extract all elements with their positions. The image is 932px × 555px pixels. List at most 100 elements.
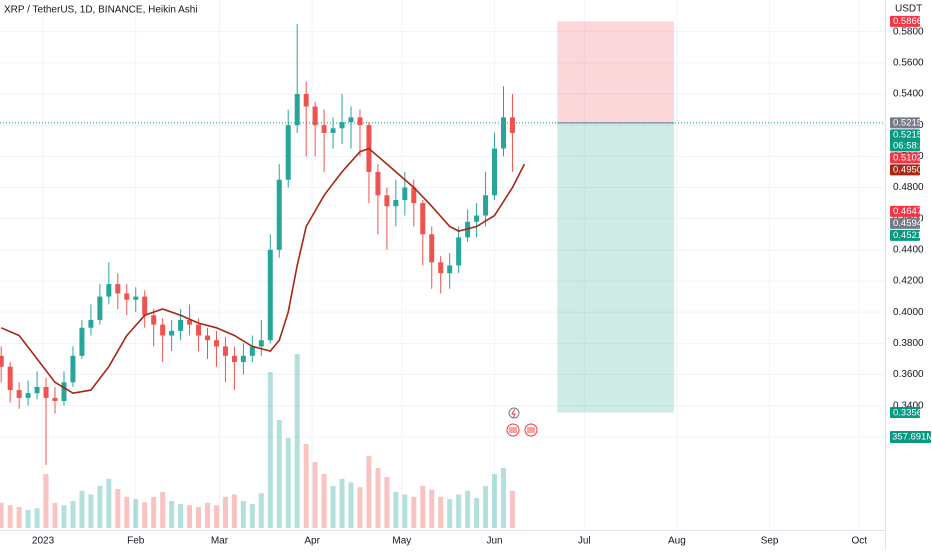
volume-bar	[492, 474, 498, 528]
candle-body	[393, 199, 399, 207]
x-tick-label: Jun	[486, 536, 502, 547]
volume-bar	[16, 507, 22, 528]
candle-body	[124, 293, 130, 300]
x-tick-label: Jul	[578, 536, 591, 547]
volume-bar	[321, 474, 327, 528]
price-badge-label: 0.4521	[893, 230, 922, 241]
volume-bar	[106, 478, 112, 528]
candle-body	[196, 324, 202, 336]
volume-bar	[456, 494, 462, 528]
volume-bar	[411, 496, 417, 528]
x-tick-label: Apr	[304, 536, 320, 547]
y-tick-label: 0.4200	[893, 276, 924, 287]
candle-body	[16, 390, 22, 398]
volume-bar	[357, 487, 363, 528]
dividend-icon-glyph	[509, 427, 517, 433]
volume-bar	[294, 354, 300, 528]
candle-body	[339, 122, 345, 129]
price-layer	[0, 23, 526, 465]
candle-body	[509, 117, 515, 133]
volume-bar	[169, 501, 175, 528]
candle-body	[25, 393, 31, 398]
target-zone	[557, 122, 674, 413]
volume-bar	[133, 499, 139, 528]
candle-body	[438, 262, 444, 274]
chart-title: XRP / TetherUS, 1D, BINANCE, Heikin Ashi	[4, 5, 198, 16]
volume-bar	[115, 489, 121, 528]
candle-body	[151, 315, 157, 325]
event-icons	[506, 407, 538, 437]
volume-bar	[124, 496, 130, 528]
candle-body	[429, 234, 435, 263]
y-tick-label: 0.3400	[893, 400, 924, 411]
x-tick-label: 2023	[32, 536, 55, 547]
price-badge	[890, 152, 920, 164]
candle-body	[285, 125, 291, 180]
candle-body	[492, 148, 498, 196]
candle-body	[348, 117, 354, 123]
volume-bar	[393, 492, 399, 528]
price-badge	[890, 229, 920, 241]
candle-body	[294, 94, 300, 126]
moving-average	[0, 147, 526, 395]
volume-bar	[402, 494, 408, 528]
price-badge-label: 0.3356	[893, 407, 922, 418]
candle-body	[187, 319, 193, 325]
event-icon[interactable]	[508, 407, 520, 419]
price-badge	[890, 205, 920, 217]
volume-bar	[375, 468, 381, 528]
volume-bar	[79, 490, 85, 528]
volume-bar	[420, 486, 426, 528]
y-tick-label: 0.3600	[893, 369, 924, 380]
volume-bar	[34, 508, 40, 528]
candle-body	[402, 187, 408, 200]
candle-body	[169, 330, 175, 336]
price-badge	[890, 15, 920, 27]
candle-body	[375, 171, 381, 196]
candle-body	[106, 284, 112, 297]
volume-bar	[240, 501, 246, 528]
volume-bar	[25, 510, 31, 528]
candle-body	[420, 203, 426, 235]
price-badge	[890, 164, 920, 176]
x-tick-label: Aug	[668, 536, 686, 547]
candle-body	[267, 249, 273, 341]
candle-body	[357, 117, 363, 126]
volume-bar	[204, 502, 210, 528]
y-tick-label: 0.4800	[893, 182, 924, 193]
volume-bar	[384, 477, 390, 528]
volume-bar	[474, 498, 480, 528]
price-badge-label: 0.4594	[893, 218, 922, 229]
candle-body	[52, 397, 58, 401]
candle-body	[213, 340, 219, 347]
price-badge	[890, 129, 920, 152]
volume-badge	[890, 431, 931, 443]
volume-bar	[52, 502, 58, 528]
volume-bar	[43, 474, 49, 528]
candle-body	[384, 195, 390, 207]
x-tick-label: Mar	[211, 536, 229, 547]
candle-body	[312, 106, 318, 126]
y-tick-label: 0.5600	[893, 57, 924, 68]
y-tick-label: 0.4400	[893, 244, 924, 255]
candle-body	[88, 319, 94, 328]
price-badge-label: 0.4950	[893, 165, 922, 176]
candle-body	[330, 128, 336, 133]
volume-bar	[7, 505, 13, 528]
candle-body	[70, 355, 76, 383]
volume-bar	[465, 490, 471, 528]
candle-body	[321, 125, 327, 133]
x-tick-label: May	[392, 536, 411, 547]
y-tick-label: 0.5400	[893, 89, 924, 100]
candle-body	[447, 265, 453, 274]
volume-bar	[285, 438, 291, 528]
volume-bar	[178, 504, 184, 528]
price-badge	[890, 117, 920, 129]
volume-bar	[339, 478, 345, 528]
candle-body	[500, 117, 506, 149]
x-tick-label: Oct	[852, 536, 868, 547]
volume-bar	[330, 486, 336, 528]
candle-body	[160, 324, 166, 336]
